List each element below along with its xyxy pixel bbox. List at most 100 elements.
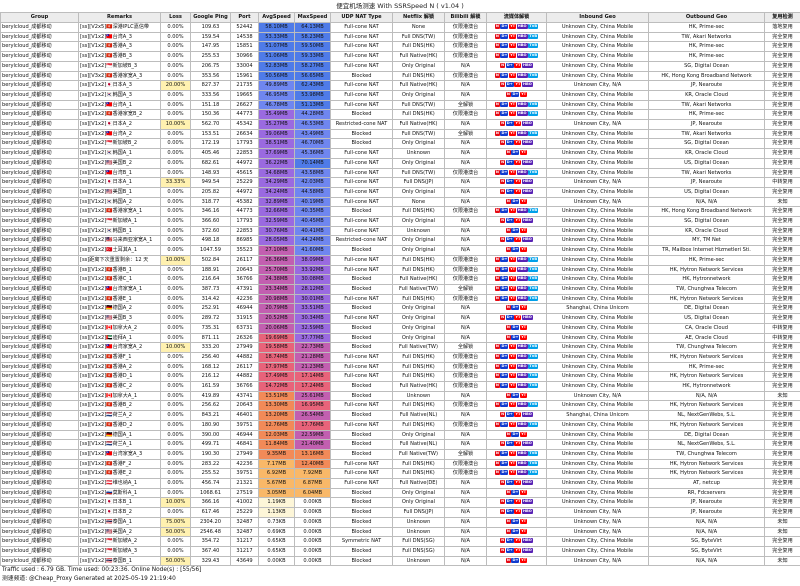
nf-service-icon: N (500, 179, 506, 185)
nf-service-icon: N (494, 276, 500, 282)
yt-service-icon: YT (509, 101, 517, 107)
yt-service-icon: YT (509, 72, 517, 78)
cell-outbound-geo: SG, Digital Ocean (648, 216, 765, 227)
cell-bilibili-: N/A (444, 322, 487, 334)
streaming-icons: N D+ YT (486, 555, 547, 567)
cell-avgspeed: 0.00KB (258, 555, 295, 567)
cell-bilibili-: 仅限港澳台 (444, 371, 487, 383)
cell-udp-nat-type: Full-cone NAT (330, 80, 393, 91)
cell-inbound-geo: Unknown City, China Mobile (546, 439, 649, 450)
dp-service-icon: D+ (511, 198, 520, 204)
table-row: berylcloud_成都移动 [ss][V1x2]🇸🇬新加坡B_2 0.00% 17… (0, 138, 800, 150)
streaming-icons: N D+ YT HBO TVB (486, 361, 547, 373)
cell-udp-nat-type: Blocked (330, 283, 393, 295)
streaming-icons: N D+ YT HBO (486, 157, 547, 169)
cell-google-ping: 617.46 (190, 507, 231, 518)
cell-maxspeed: 40.35MB (294, 206, 331, 218)
cell-remarks: [ss][V1x2]🇺🇸美国A_2 (78, 526, 161, 538)
cell-group: berylcloud_成都移动 (0, 31, 79, 43)
cell-bilibili-: N/A (444, 439, 487, 450)
cell-netflix-: Full Native(NL) (392, 410, 445, 421)
cell-loss: 0.00% (160, 22, 191, 33)
cell-inbound-geo: Unknown City, China Mobile (546, 60, 649, 72)
cell-port: 44773 (230, 206, 259, 218)
cell-loss: 75.00% (160, 516, 191, 528)
table-row: berylcloud_成都移动 [ss][V1x2]🇯🇵日本B_1 10.00% 36… (0, 497, 800, 509)
cell-remarks: [ss][V1x2]🇺🇸美国B_3 (78, 313, 161, 324)
cell-avgspeed: 6.92MB (258, 468, 295, 480)
dp-service-icon: D+ (505, 480, 514, 486)
dp-service-icon: D+ (500, 72, 509, 78)
streaming-icons: N D+ YT HBO (486, 235, 547, 247)
cell-port: 35523 (230, 245, 259, 256)
nf-service-icon: N (494, 72, 500, 78)
yt-service-icon: YT (520, 518, 528, 524)
cell-avgspeed: 1.19KB (258, 497, 295, 509)
nf-service-icon: N (500, 412, 506, 418)
cell-loss: 0.00% (160, 283, 191, 295)
cell-outbound-geo: JP, Nearoute (648, 177, 765, 188)
cell--: 完全复用 (764, 419, 800, 431)
cell-bilibili-: N/A (444, 429, 487, 441)
cell-inbound-geo: Unknown City, China Mobile (546, 274, 649, 285)
yt-service-icon: YT (514, 315, 522, 321)
nf-service-icon: N (494, 450, 500, 456)
cell-inbound-geo: Unknown City, N/A (546, 526, 649, 538)
cell-outbound-geo: HK, Prime-sec (648, 22, 765, 33)
cell-google-ping: 109.63 (190, 22, 231, 33)
cell-google-ping: 405.46 (190, 148, 231, 159)
cell-outbound-geo: JP, Nearoute (648, 497, 765, 509)
cell-netflix-: Only Original (392, 235, 445, 247)
cell-remarks: [ss][V1x2]🇹🇭泰国B_1 (78, 555, 161, 567)
cell-group: berylcloud_成都移动 (0, 283, 79, 295)
cell-netflix-: Full DNS(HK) (392, 293, 445, 305)
dp-service-icon: D+ (511, 392, 520, 398)
cell-avgspeed: 50.56MB (258, 70, 295, 82)
cell-netflix-: Full Native(TW) (392, 342, 445, 353)
nf-service-icon: N (494, 101, 500, 107)
hb-service-icon: HBO (516, 285, 528, 291)
cell-remarks: [ss][V1x2]🇸🇬新加坡B_2 (78, 138, 161, 150)
table-row: berylcloud_成都移动 [ss][V1x2]🇰🇷韩国B_1 0.00% 372… (0, 225, 800, 237)
cell-google-ping: 366.16 (190, 497, 231, 509)
cell-avgspeed: 37.69MB (258, 148, 295, 159)
cell--: 完全复用 (764, 497, 800, 509)
cell--: 未知 (764, 390, 800, 402)
cell-maxspeed: 46.70MB (294, 138, 331, 150)
hb-service-icon: HBO (522, 441, 533, 447)
cell-google-ping: 353.56 (190, 70, 231, 82)
tw-service-icon: TVB (528, 402, 539, 408)
cell-group: berylcloud_成都移动 (0, 351, 79, 363)
cell-loss: 0.00% (160, 361, 191, 373)
table-row: berylcloud_成都移动 [ss][V1x2]🇭🇰香港F_1 0.00% 256… (0, 351, 800, 363)
cell-remarks: [ss][V1x2]🇹🇼台湾家宽A_2 (78, 342, 161, 353)
streaming-icons: N D+ YT HBO TVB (486, 351, 547, 363)
hb-service-icon: HBO (516, 256, 528, 262)
cell-google-ping: 333.56 (190, 89, 231, 101)
streaming-icons: N D+ YT HBO TVB (486, 458, 547, 470)
tw-service-icon: TVB (528, 101, 539, 107)
cell-google-ping: 354.72 (190, 536, 231, 547)
cell-port: 44972 (230, 186, 259, 198)
nf-service-icon: N (494, 24, 500, 29)
cell-google-ping: 419.89 (190, 390, 231, 402)
cell-netflix-: Full Native(NL) (392, 439, 445, 450)
cell-google-ping: 2304.20 (190, 516, 231, 528)
streaming-icons: N D+ YT (486, 148, 547, 159)
cell-udp-nat-type: Full-cone NAT (330, 361, 393, 373)
cell-avgspeed: 24.38MB (258, 274, 295, 285)
cell-outbound-geo: US, Digital Ocean (648, 157, 765, 169)
cell-google-ping: 151.18 (190, 99, 231, 111)
column-header: UDP NAT Type (330, 12, 393, 23)
cell-port: 14538 (230, 31, 259, 43)
cell-bilibili-: N/A (444, 225, 487, 237)
cell-netflix-: Full Native(HK) (392, 51, 445, 62)
yt-service-icon: YT (509, 24, 517, 29)
tw-service-icon: TVB (528, 72, 539, 78)
cell-outbound-geo: SG, ByteVirt (648, 536, 765, 547)
hb-service-icon: HBO (522, 188, 533, 194)
dp-service-icon: D+ (505, 188, 514, 194)
cell--: 未知 (764, 526, 800, 538)
cell-remarks: [ss][V1x2]🇹🇼台湾A_3 (78, 31, 161, 43)
cell-inbound-geo: Unknown City, China Mobile (546, 371, 649, 383)
